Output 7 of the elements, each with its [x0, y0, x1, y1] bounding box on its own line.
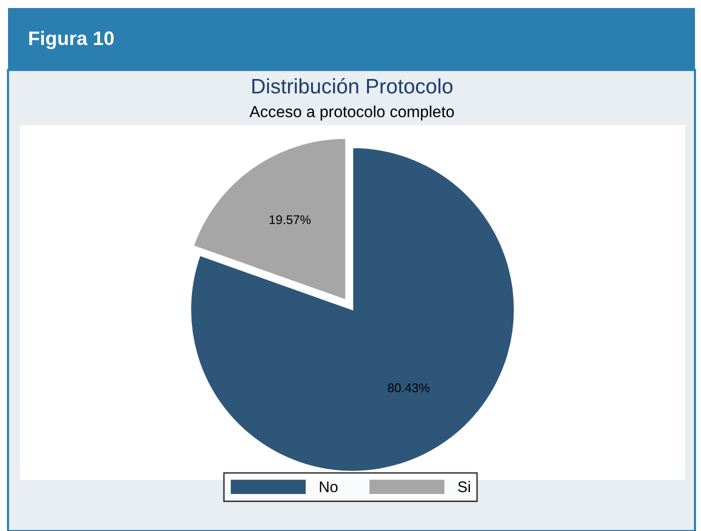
- text: Figura 10: [29, 30, 114, 50]
- data-label: 80.43%: [388, 383, 430, 392]
- chart-subtitle: Acceso a protocolo completo: [249, 106, 454, 120]
- chart-title: Distribución Protocolo: [252, 78, 452, 94]
- data-label: 19.57%: [270, 215, 311, 224]
- legend-label: Si: [458, 481, 470, 492]
- legend-label: No: [320, 482, 338, 492]
